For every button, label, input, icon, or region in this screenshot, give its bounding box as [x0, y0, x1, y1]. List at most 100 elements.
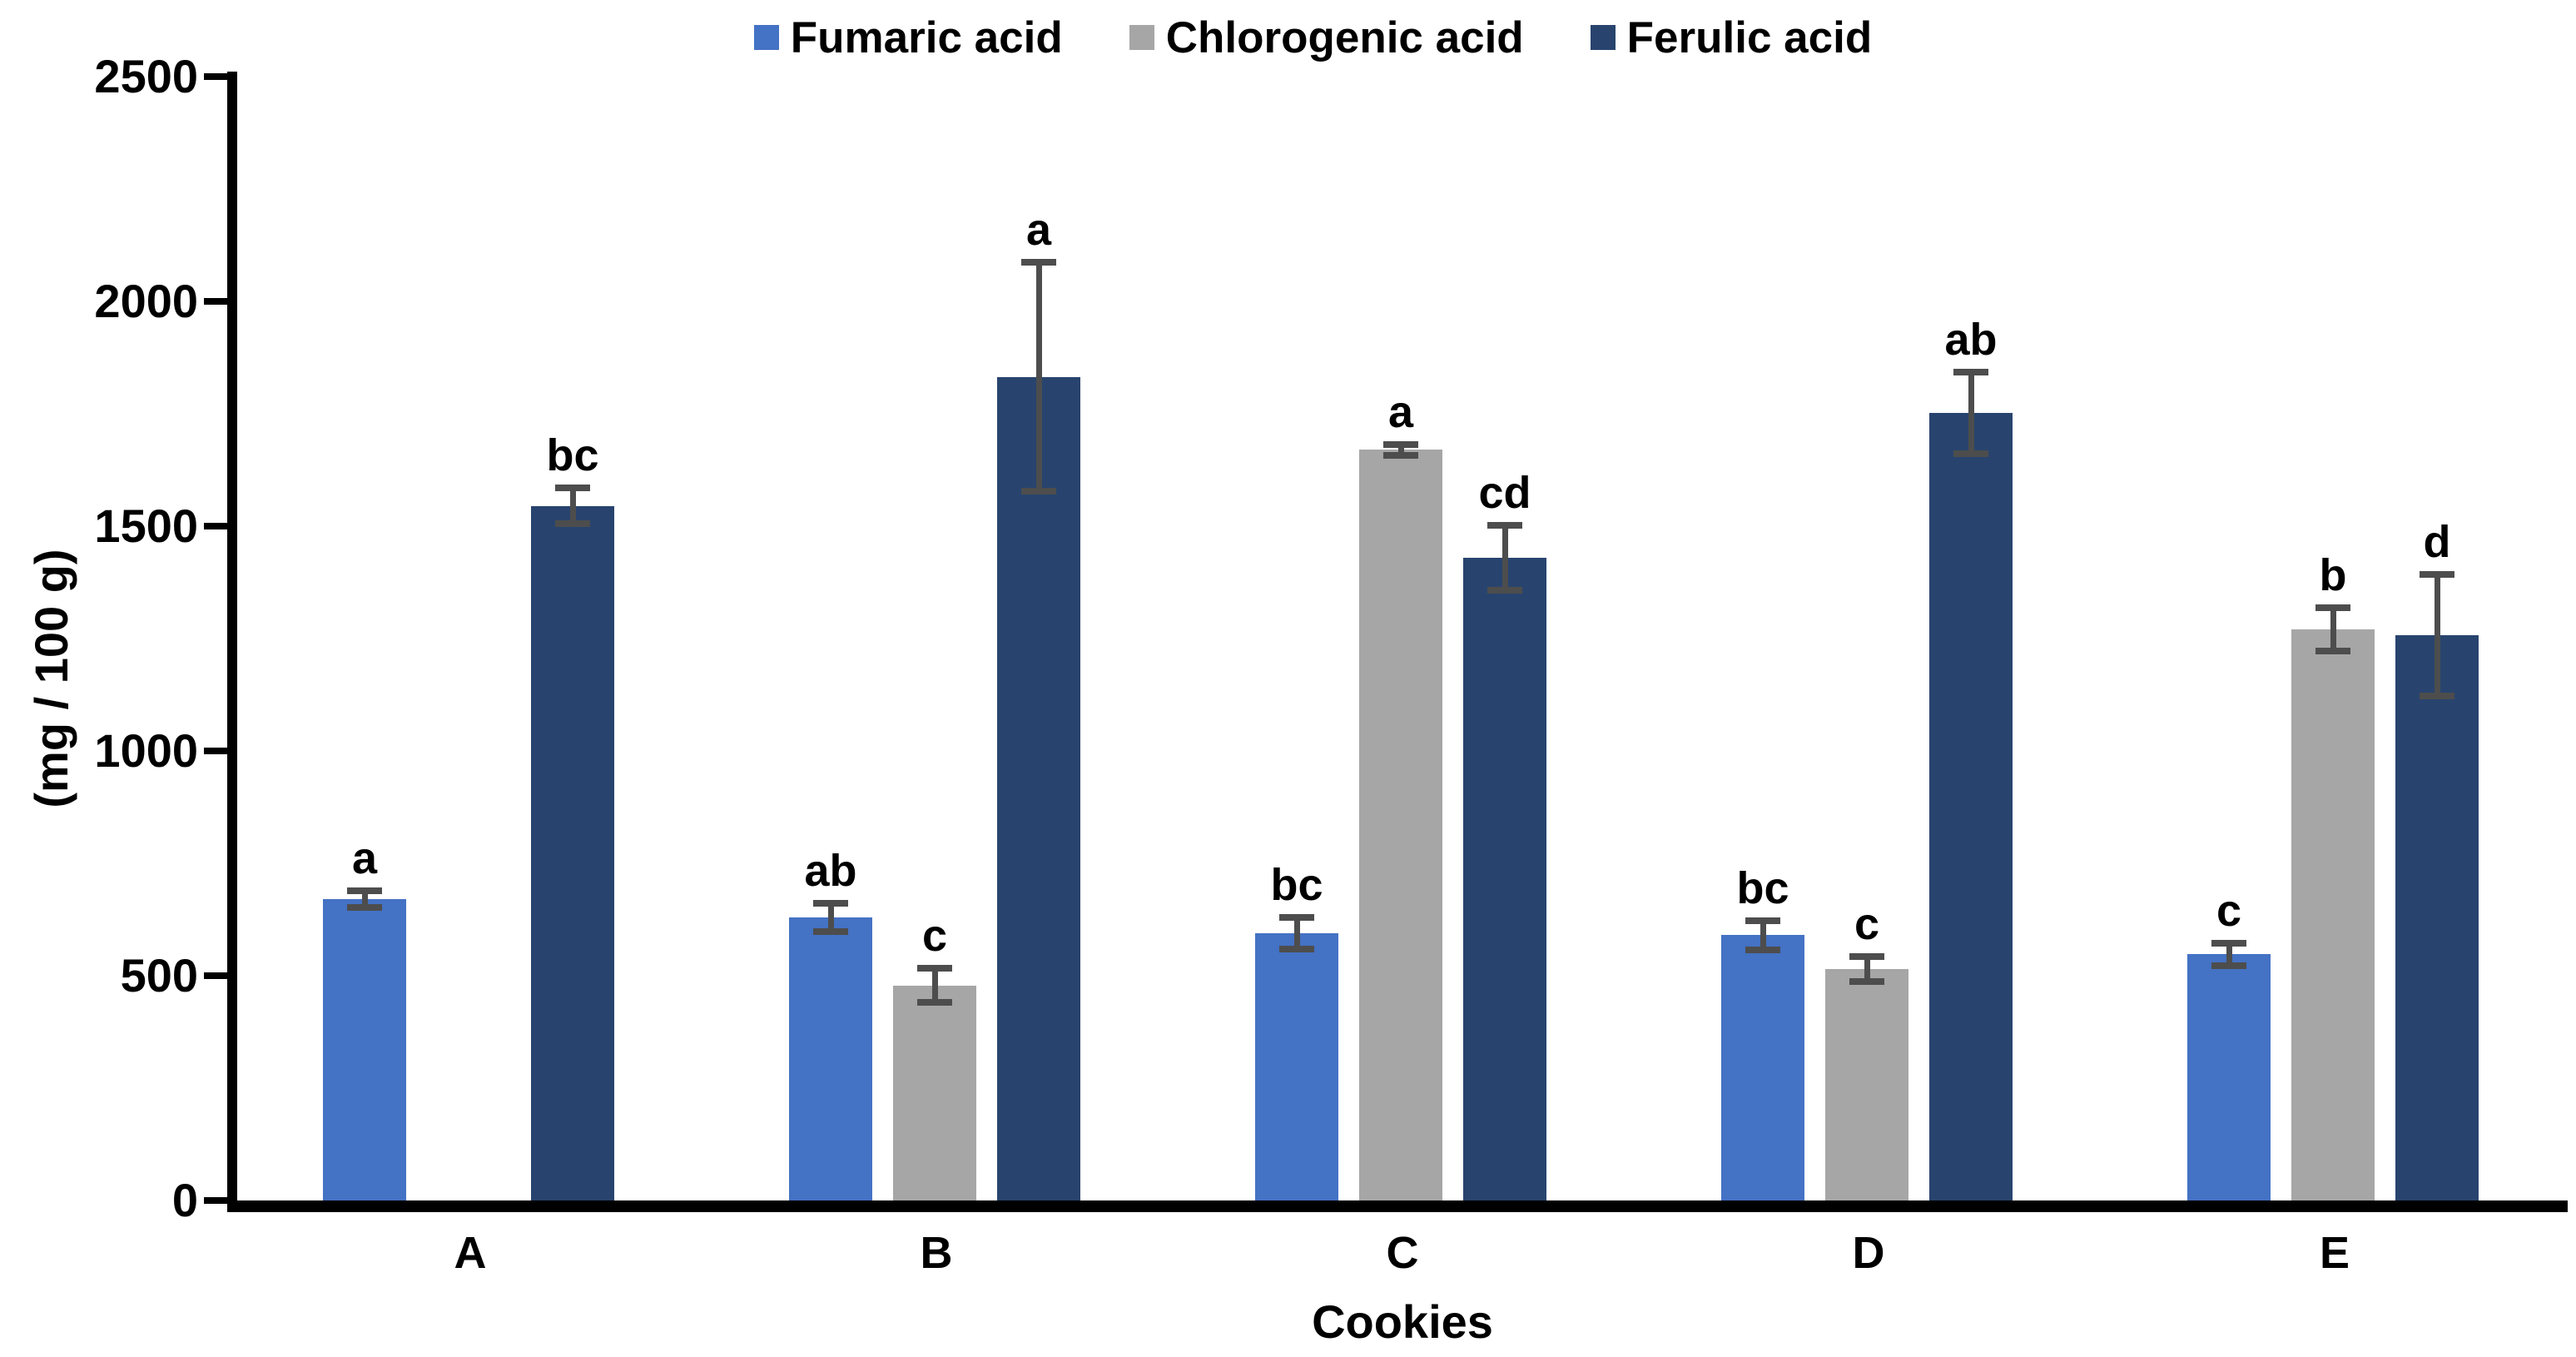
bar-chlorogenic-acid-B	[893, 985, 976, 1200]
bar-fumaric-acid-D	[1721, 935, 1804, 1200]
y-tick-label: 500	[120, 949, 198, 1002]
error-bar-cap	[1953, 450, 1988, 457]
y-tick-label: 2500	[94, 50, 198, 102]
error-bar-stem	[1293, 917, 1300, 949]
error-bar-stem	[1501, 524, 1508, 590]
error-bar-cap	[1849, 952, 1884, 960]
bar-chlorogenic-acid-C	[1359, 450, 1442, 1200]
error-bar-cap	[1487, 586, 1522, 594]
error-bar-cap	[1383, 451, 1418, 459]
significance-letter: bc	[1270, 859, 1323, 910]
y-tick-mark	[204, 523, 227, 529]
error-bar-cap	[1849, 978, 1884, 986]
x-category-label: A	[454, 1228, 487, 1278]
significance-letter: a	[1387, 386, 1414, 437]
legend-label: Chlorogenic acid	[1165, 12, 1524, 62]
x-category-label: C	[1386, 1228, 1419, 1278]
significance-letter: c	[921, 911, 948, 962]
bar-ferulic-acid-E	[2395, 634, 2479, 1200]
error-bar-cap	[1953, 369, 1988, 376]
error-bar-cap	[1383, 440, 1418, 448]
error-bar-cap	[2315, 604, 2350, 612]
significance-letter: c	[2216, 885, 2242, 936]
error-bar-stem	[2226, 942, 2232, 966]
bar-chlorogenic-acid-E	[2291, 629, 2375, 1200]
legend-item: Chlorogenic acid	[1129, 16, 1524, 60]
error-bar-cap	[1279, 913, 1314, 921]
error-bar-cap	[1021, 259, 1056, 266]
significance-letter: ab	[804, 845, 857, 896]
error-bar-cap	[1021, 488, 1056, 495]
legend-item: Ferulic acid	[1590, 12, 1873, 62]
y-tick-mark	[204, 748, 227, 754]
x-axis-title: Cookies	[1312, 1295, 1493, 1348]
x-axis-line	[227, 1200, 2568, 1212]
error-bar-stem	[361, 891, 368, 907]
error-bar-cap	[813, 899, 848, 907]
error-bar-stem	[1035, 262, 1042, 492]
error-bar-cap	[1745, 917, 1780, 924]
error-bar-cap	[917, 965, 952, 972]
significance-letter: bc	[546, 430, 599, 481]
error-bar-cap	[2211, 962, 2246, 969]
error-bar-cap	[917, 999, 952, 1007]
legend-label: Ferulic acid	[1626, 12, 1873, 62]
y-tick-mark	[204, 1197, 227, 1204]
error-bar-cap	[347, 887, 382, 895]
x-category-label: B	[920, 1228, 953, 1278]
bar-fumaric-acid-A	[323, 899, 406, 1200]
error-bar-stem	[827, 902, 834, 932]
error-bar-cap	[813, 928, 848, 936]
y-axis-line	[227, 72, 237, 1212]
bar-chlorogenic-acid-D	[1825, 968, 1908, 1200]
significance-letter: a	[351, 833, 378, 884]
y-tick-label: 1000	[94, 724, 198, 777]
y-tick-mark	[204, 73, 227, 80]
error-bar-stem	[1864, 956, 1870, 982]
error-bar-cap	[1745, 947, 1780, 954]
y-tick-mark	[204, 298, 227, 305]
error-bar-stem	[931, 968, 938, 1003]
bar-ferulic-acid-D	[1929, 412, 2013, 1200]
y-tick-label: 1500	[94, 500, 198, 552]
bar-ferulic-acid-A	[531, 505, 614, 1200]
error-bar-cap	[347, 903, 382, 911]
legend-swatch-icon	[1590, 25, 1616, 50]
bar-fumaric-acid-C	[1255, 932, 1338, 1200]
error-bar-cap	[555, 520, 590, 528]
significance-letter: a	[1025, 205, 1052, 256]
legend-swatch-icon	[1129, 25, 1154, 50]
significance-letter: cd	[1478, 467, 1531, 518]
legend-swatch-icon	[753, 25, 779, 50]
x-category-label: E	[2319, 1228, 2350, 1278]
significance-letter: bc	[1736, 862, 1789, 913]
y-tick-mark	[204, 972, 227, 979]
error-bar-cap	[1487, 521, 1522, 529]
bar-fumaric-acid-E	[2187, 954, 2271, 1200]
error-bar-cap	[2211, 939, 2246, 947]
bar-fumaric-acid-B	[789, 917, 872, 1200]
y-tick-label: 2000	[94, 275, 198, 327]
error-bar-stem	[2330, 608, 2336, 652]
error-bar-cap	[2420, 570, 2454, 578]
significance-letter: c	[1854, 898, 1880, 949]
legend-item: Fumaric acid	[753, 12, 1063, 62]
x-category-label: D	[1852, 1228, 1885, 1278]
y-tick-label: 0	[171, 1174, 198, 1226]
significance-letter: d	[2423, 516, 2451, 567]
legend: Fumaric acid Chlorogenic acid Ferulic acid	[0, 12, 2576, 63]
error-bar-cap	[2420, 692, 2454, 699]
error-bar-stem	[1968, 372, 1974, 454]
error-bar-stem	[569, 488, 576, 524]
bar-ferulic-acid-C	[1463, 557, 1546, 1200]
error-bar-stem	[1760, 920, 1766, 951]
legend-label: Fumaric acid	[790, 12, 1063, 62]
error-bar-cap	[2315, 648, 2350, 655]
bar-ferulic-acid-B	[997, 376, 1080, 1200]
error-bar-stem	[1397, 444, 1404, 455]
error-bar-cap	[555, 485, 590, 492]
significance-letter: b	[2319, 550, 2347, 601]
error-bar-stem	[2434, 574, 2440, 696]
